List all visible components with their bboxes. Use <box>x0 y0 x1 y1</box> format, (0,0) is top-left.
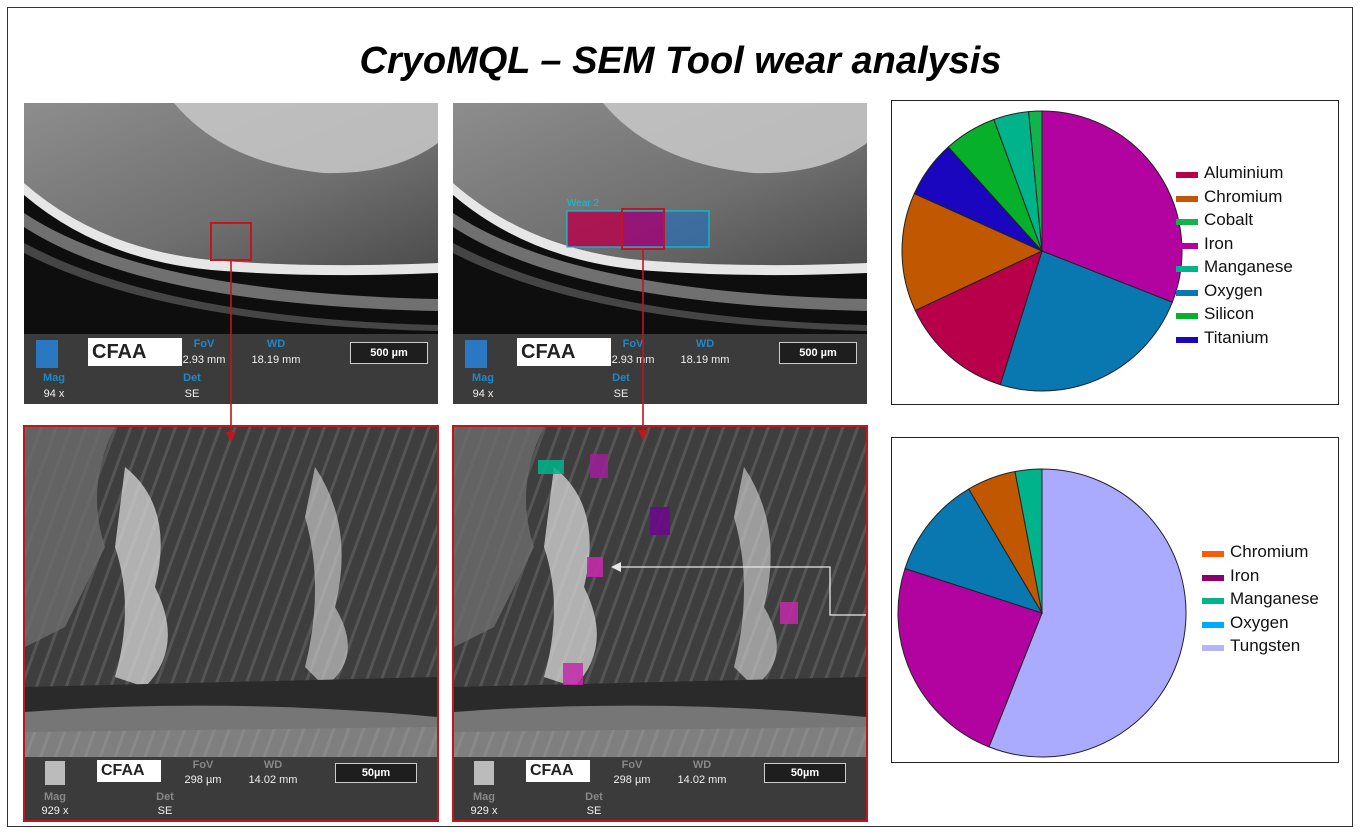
cfaa-logo: CFAA <box>517 338 611 366</box>
scale-bar: 500 µm <box>350 342 428 364</box>
legend-label-oxygen: Oxygen <box>1204 280 1263 300</box>
legend-swatch-chromium <box>1176 195 1198 202</box>
pie-slice-oxygen <box>904 488 1044 614</box>
det-label: Det <box>585 791 603 803</box>
wd-value: 18.19 mm <box>680 354 730 366</box>
det-value: SE <box>184 388 200 400</box>
wd-label: WD <box>266 338 286 350</box>
wd-value: 14.02 mm <box>248 774 298 786</box>
pie-slice-chromium <box>901 192 1044 312</box>
fov-label: FoV <box>621 759 643 771</box>
scale-bar: 50µm <box>764 763 846 783</box>
fov-value: 2.93 mm <box>182 354 226 366</box>
cfaa-logo: CFAA <box>97 760 161 782</box>
pie-slice-manganese <box>1014 468 1043 614</box>
legend-swatch-iron <box>1202 574 1224 581</box>
legend-label-manganese: Manganese <box>1230 589 1319 608</box>
sem-info-bar: CFAA FoV 298 µm WD 14.02 mm 50µm Mag 929… <box>25 757 437 820</box>
legend-swatch-cobalt <box>1176 219 1198 225</box>
pie-chart-1 <box>901 110 1183 392</box>
legend-label-oxygen: Oxygen <box>1230 612 1289 632</box>
det-label: Det <box>183 372 201 384</box>
legend-swatch-oxygen <box>1202 621 1224 628</box>
wd-value: 18.19 mm <box>251 354 301 366</box>
cfaa-logo: CFAA <box>88 338 182 366</box>
legend-label-cobalt: Cobalt <box>1204 210 1254 229</box>
wd-value: 14.02 mm <box>677 774 727 786</box>
legend-label-chromium: Chromium <box>1230 542 1309 561</box>
pie-slice-tungsten <box>988 468 1187 758</box>
fov-label: FoV <box>622 338 644 350</box>
sem-image-top-right: Wear 2 CFAA FoV 2.93 mm WD 18.19 mm 500 … <box>453 103 867 404</box>
pie-slice-aluminium <box>914 250 1043 386</box>
det-value: SE <box>157 805 173 817</box>
pie-slice-oxygen <box>999 250 1173 392</box>
sem-image-bottom-right: CFAA FoV 298 µm WD 14.02 mm 50µm Mag 929… <box>452 425 868 822</box>
scale-bar: 50µm <box>335 763 417 783</box>
fov-value: 298 µm <box>613 774 651 786</box>
mag-label: Mag <box>43 372 65 384</box>
legend-swatch-silicon <box>1176 313 1198 319</box>
fov-label: FoV <box>193 338 215 350</box>
legend-swatch-chromium <box>1202 551 1224 557</box>
legend-label-chromium: Chromium <box>1204 186 1283 206</box>
scale-bar: 500 µm <box>779 342 857 364</box>
legend-swatch-iron <box>1176 242 1198 249</box>
det-value: SE <box>613 388 629 400</box>
mag-value: 94 x <box>472 388 494 400</box>
fov-label: FoV <box>192 759 214 771</box>
pie-chart-panel-1: Aluminium Chromium Cobalt Iron Manganese Oxyg… <box>891 100 1339 405</box>
slide-frame <box>7 7 1353 827</box>
mag-value: 94 x <box>43 388 65 400</box>
legend-swatch-tungsten <box>1202 645 1224 651</box>
det-label: Det <box>612 372 630 384</box>
legend-label-titanium: Titanium <box>1204 327 1269 347</box>
legend-swatch-oxygen <box>1176 289 1198 296</box>
instrument-logo-icon <box>474 761 494 785</box>
legend-label-tungsten: Tungsten <box>1230 636 1301 655</box>
pie-chart-panel-2: Chromium Iron Manganese Oxygen Tungsten <box>891 437 1339 763</box>
sem-info-bar: CFAA FoV 298 µm WD 14.02 mm 50µm Mag 929… <box>454 757 866 820</box>
sem-image-bottom-left: CFAA FoV 298 µm WD 14.02 mm 50µm Mag 929… <box>23 425 439 822</box>
legend-swatch-aluminium <box>1176 172 1198 178</box>
legend-label-iron: Iron <box>1230 565 1260 585</box>
mag-label: Mag <box>473 791 495 803</box>
mag-value: 929 x <box>41 805 69 817</box>
sem-micrograph-zoomed <box>454 427 866 757</box>
wd-label: WD <box>263 759 283 771</box>
legend-swatch-manganese <box>1202 598 1224 604</box>
instrument-logo-icon <box>45 761 65 785</box>
fov-value: 298 µm <box>184 774 222 786</box>
det-value: SE <box>586 805 602 817</box>
legend-swatch-manganese <box>1176 266 1198 272</box>
legend-label-iron: Iron <box>1204 233 1234 253</box>
sem-micrograph-zoomed <box>25 427 437 757</box>
pie-slice-cobalt <box>1028 110 1043 252</box>
cfaa-logo: CFAA <box>526 760 590 782</box>
wd-label: WD <box>692 759 712 771</box>
eds-annotation-label: Wear 2 <box>567 198 599 209</box>
legend-label-aluminium: Aluminium <box>1204 163 1284 182</box>
mag-label: Mag <box>472 372 494 384</box>
legend-swatch-titanium <box>1176 336 1198 343</box>
pie-chart-2 <box>897 468 1187 758</box>
instrument-logo-icon <box>36 340 58 368</box>
mag-label: Mag <box>44 791 66 803</box>
sem-micrograph: Wear 2 <box>453 103 867 334</box>
det-label: Det <box>156 791 174 803</box>
legend-label-silicon: Silicon <box>1204 304 1255 323</box>
mag-value: 929 x <box>470 805 498 817</box>
legend-label-manganese: Manganese <box>1204 257 1293 276</box>
pie-slice-iron <box>897 567 1043 748</box>
wd-label: WD <box>695 338 715 350</box>
instrument-logo-icon <box>465 340 487 368</box>
sem-info-bar: CFAA FoV 2.93 mm WD 18.19 mm 500 µm Mag … <box>453 334 867 404</box>
slide-title: CryoMQL – SEM Tool wear analysis <box>359 40 1002 82</box>
